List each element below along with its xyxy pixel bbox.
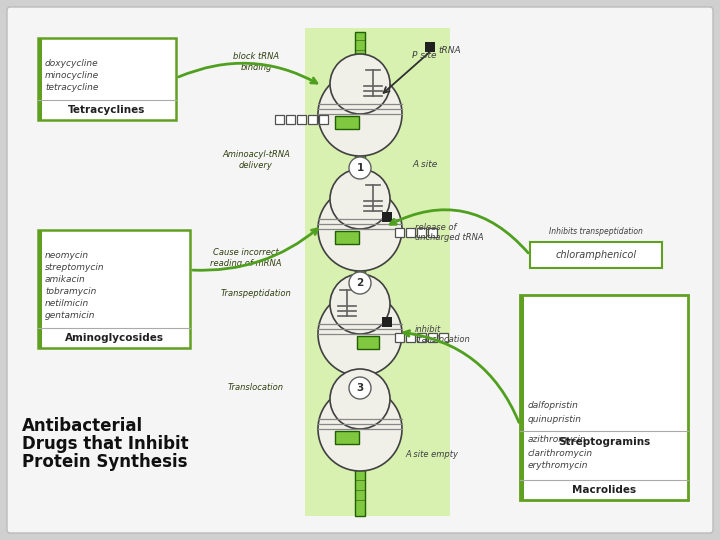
Text: Drugs that Inhibit: Drugs that Inhibit	[22, 435, 189, 453]
Text: Translocation: Translocation	[228, 383, 284, 393]
Text: Antibacterial: Antibacterial	[22, 417, 143, 435]
Text: A site: A site	[412, 160, 437, 169]
Circle shape	[330, 54, 390, 114]
Text: Tetracyclines: Tetracyclines	[68, 105, 145, 115]
Text: chloramphenicol: chloramphenicol	[555, 250, 636, 260]
Text: gentamicin: gentamicin	[45, 312, 96, 321]
Text: erythromycin: erythromycin	[528, 462, 588, 470]
Bar	[38, 230, 190, 348]
Bar	[530, 242, 662, 268]
FancyBboxPatch shape	[7, 7, 713, 533]
Bar	[406, 227, 415, 237]
Circle shape	[349, 157, 371, 179]
Text: Protein Synthesis: Protein Synthesis	[22, 453, 187, 471]
Text: neomycin: neomycin	[45, 252, 89, 260]
Bar	[520, 295, 524, 500]
Bar	[38, 38, 42, 120]
Circle shape	[318, 72, 402, 156]
Text: doxycycline: doxycycline	[45, 59, 99, 69]
Bar	[275, 114, 284, 124]
Circle shape	[349, 272, 371, 294]
Bar	[382, 317, 392, 327]
Text: block tRNA
binding: block tRNA binding	[233, 52, 279, 72]
Circle shape	[349, 377, 371, 399]
Text: tRNA: tRNA	[438, 46, 461, 55]
Text: quinupristin: quinupristin	[528, 415, 582, 423]
Text: tobramycin: tobramycin	[45, 287, 96, 296]
Bar	[395, 333, 404, 341]
Bar	[395, 227, 404, 237]
Bar	[319, 114, 328, 124]
Bar	[335, 231, 359, 244]
Bar	[335, 116, 359, 129]
Text: P site: P site	[412, 51, 436, 60]
Bar	[417, 333, 426, 341]
Bar	[355, 32, 365, 516]
Text: 2: 2	[356, 278, 364, 288]
Text: A site empty: A site empty	[405, 450, 458, 459]
Bar	[305, 28, 450, 516]
Text: minocycline: minocycline	[45, 71, 99, 80]
Text: release of
uncharged tRNA: release of uncharged tRNA	[415, 222, 484, 242]
Text: Inhibits transpeptidation: Inhibits transpeptidation	[549, 227, 643, 236]
Text: azithromycin: azithromycin	[528, 435, 587, 444]
Bar	[425, 42, 435, 52]
Circle shape	[330, 274, 390, 334]
Text: Streptogramins: Streptogramins	[558, 437, 650, 447]
Text: Aminoacyl-tRNA
delivery: Aminoacyl-tRNA delivery	[222, 150, 290, 170]
Text: clarithromycin: clarithromycin	[528, 449, 593, 457]
Text: Cause incorrect
reading of mRNA: Cause incorrect reading of mRNA	[210, 248, 282, 268]
Text: 3: 3	[356, 383, 364, 393]
Bar	[335, 431, 359, 444]
Text: Macrolides: Macrolides	[572, 485, 636, 495]
Circle shape	[318, 187, 402, 271]
Text: dalfopristin: dalfopristin	[528, 402, 579, 410]
Bar	[382, 212, 392, 222]
Bar	[439, 333, 448, 341]
Text: Transpeptidation: Transpeptidation	[220, 288, 292, 298]
Bar	[428, 333, 437, 341]
Bar	[428, 227, 437, 237]
Text: inhibit
translocation: inhibit translocation	[415, 325, 469, 344]
Bar	[38, 38, 176, 120]
Text: amikacin: amikacin	[45, 275, 86, 285]
Text: netilmicin: netilmicin	[45, 300, 89, 308]
Circle shape	[318, 387, 402, 471]
Bar	[286, 114, 295, 124]
Bar	[297, 114, 306, 124]
Bar	[38, 230, 42, 348]
Text: Aminoglycosides: Aminoglycosides	[65, 333, 163, 343]
Circle shape	[330, 169, 390, 229]
Text: streptomycin: streptomycin	[45, 264, 104, 273]
Bar	[308, 114, 317, 124]
Circle shape	[330, 369, 390, 429]
Bar	[520, 295, 688, 500]
Bar	[417, 227, 426, 237]
Text: 1: 1	[356, 163, 364, 173]
Circle shape	[318, 292, 402, 376]
Bar	[406, 333, 415, 341]
Text: tetracycline: tetracycline	[45, 84, 99, 92]
Bar	[357, 336, 379, 349]
